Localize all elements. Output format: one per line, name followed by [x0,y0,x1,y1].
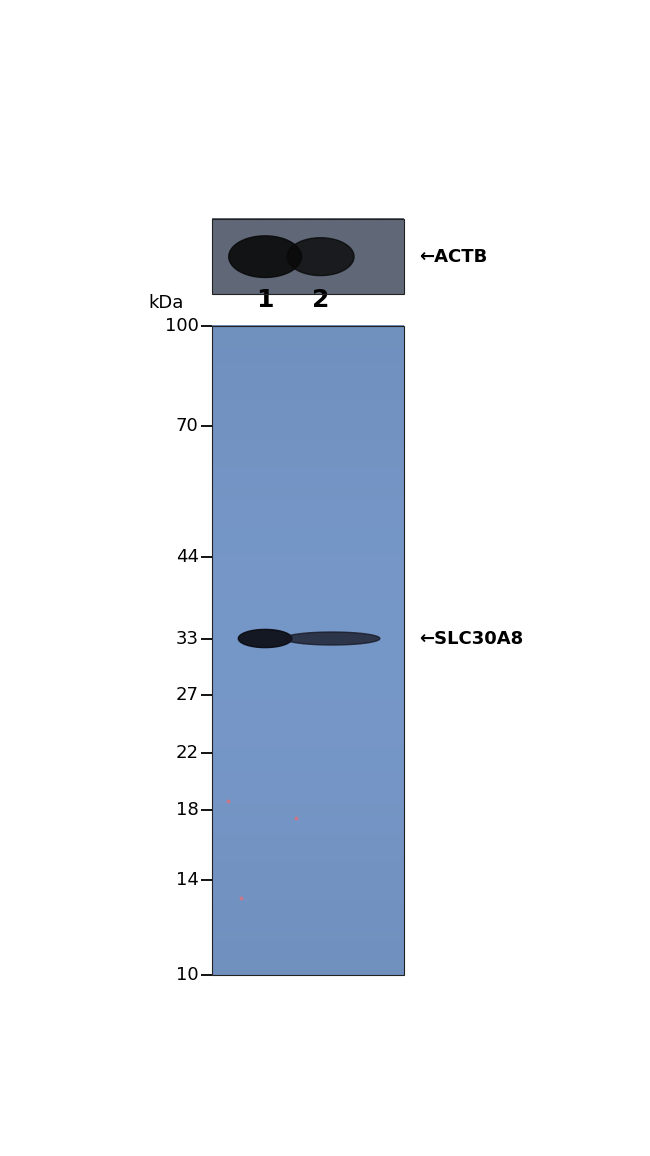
Text: 10: 10 [176,966,199,985]
Polygon shape [229,236,302,277]
Text: 18: 18 [176,801,199,818]
Text: 2: 2 [312,288,329,312]
Text: 44: 44 [176,548,199,566]
Text: 100: 100 [164,317,199,334]
Text: 1: 1 [256,288,274,312]
Text: ←ACTB: ←ACTB [419,247,487,266]
Text: 70: 70 [176,417,199,436]
Text: kDa: kDa [148,295,183,312]
Text: 22: 22 [176,744,199,762]
Text: ←SLC30A8: ←SLC30A8 [419,630,523,647]
Text: 14: 14 [176,872,199,889]
Polygon shape [239,629,292,647]
Text: 27: 27 [176,687,199,704]
Text: 33: 33 [176,630,199,647]
Polygon shape [287,238,354,275]
Polygon shape [284,632,380,645]
